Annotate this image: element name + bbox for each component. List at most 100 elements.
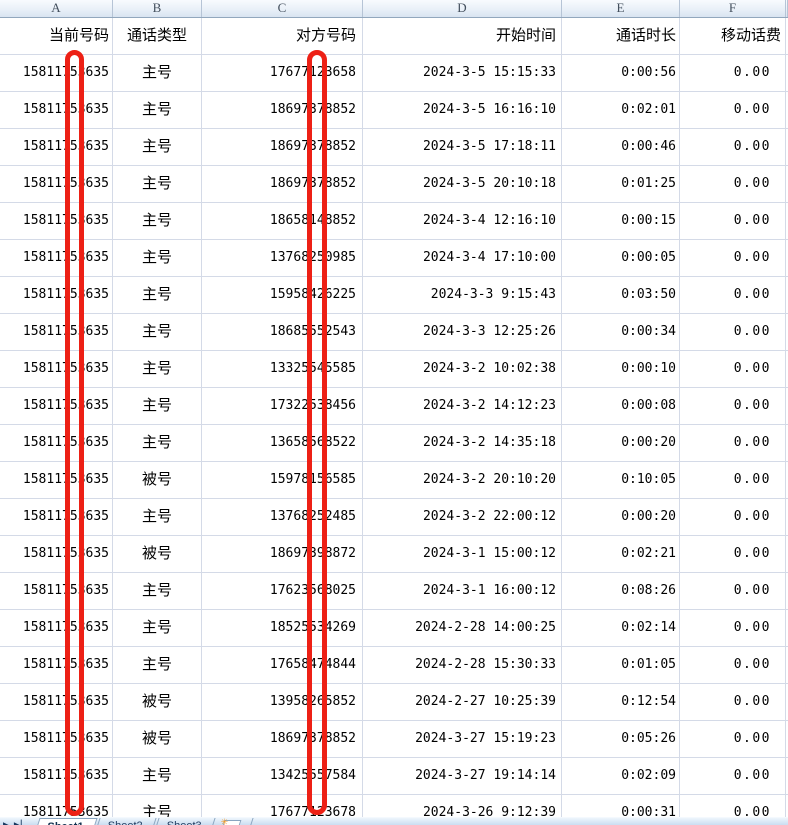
cell-f[interactable]: 0.00: [680, 536, 786, 573]
cell-b[interactable]: 主号: [113, 499, 202, 536]
cell-f[interactable]: 0.00: [680, 166, 786, 203]
cell-b[interactable]: 主号: [113, 166, 202, 203]
cell-b[interactable]: 主号: [113, 610, 202, 647]
cell-sliver[interactable]: [786, 758, 788, 795]
header-cell-d[interactable]: 开始时间: [363, 18, 562, 55]
cell-b[interactable]: 主号: [113, 129, 202, 166]
column-header-c[interactable]: C: [202, 0, 363, 17]
cell-b[interactable]: 主号: [113, 277, 202, 314]
cell-b[interactable]: 主号: [113, 425, 202, 462]
cell-d[interactable]: 2024-3-2 20:10:20: [363, 462, 562, 499]
insert-worksheet-button[interactable]: ✳: [219, 817, 242, 825]
cell-sliver[interactable]: [786, 240, 788, 277]
cell-sliver[interactable]: [786, 55, 788, 92]
header-cell-c[interactable]: 对方号码: [202, 18, 363, 55]
cell-d[interactable]: 2024-3-4 17:10:00: [363, 240, 562, 277]
cell-c[interactable]: 18697398872: [202, 536, 363, 573]
cell-e[interactable]: 0:10:05: [562, 462, 680, 499]
cell-a[interactable]: 15811753635: [0, 92, 113, 129]
cell-e[interactable]: 0:03:50: [562, 277, 680, 314]
cell-a[interactable]: 15811753635: [0, 277, 113, 314]
cell-c[interactable]: 18658148852: [202, 203, 363, 240]
cell-e[interactable]: 0:00:46: [562, 129, 680, 166]
tab-scroll-last-icon[interactable]: ▶▏: [13, 820, 28, 825]
cell-f[interactable]: 0.00: [680, 277, 786, 314]
cell-c[interactable]: 13958265852: [202, 684, 363, 721]
cell-c[interactable]: 18697378852: [202, 129, 363, 166]
cell-a[interactable]: 15811753635: [0, 203, 113, 240]
cell-a[interactable]: 15811753635: [0, 166, 113, 203]
cell-a[interactable]: 15811753635: [0, 499, 113, 536]
cell-e[interactable]: 0:12:54: [562, 684, 680, 721]
cell-sliver[interactable]: [786, 92, 788, 129]
cell-c[interactable]: 18685552543: [202, 314, 363, 351]
cell-sliver[interactable]: [786, 536, 788, 573]
header-cell-e[interactable]: 通话时长: [562, 18, 680, 55]
cell-b[interactable]: 被号: [113, 684, 202, 721]
cell-sliver[interactable]: [786, 166, 788, 203]
cell-sliver[interactable]: [786, 462, 788, 499]
cell-c[interactable]: 13425557584: [202, 758, 363, 795]
cell-d[interactable]: 2024-3-5 16:16:10: [363, 92, 562, 129]
cell-b[interactable]: 主号: [113, 351, 202, 388]
cell-sliver[interactable]: [786, 18, 788, 55]
cell-a[interactable]: 15811753635: [0, 721, 113, 758]
sheet-tab-sheet3[interactable]: Sheet3: [151, 818, 216, 825]
sheet-tab-sheet2[interactable]: Sheet2: [92, 818, 157, 825]
cell-a[interactable]: 15811753635: [0, 314, 113, 351]
cell-sliver[interactable]: [786, 351, 788, 388]
cell-sliver[interactable]: [786, 277, 788, 314]
cell-d[interactable]: 2024-3-5 20:10:18: [363, 166, 562, 203]
cell-d[interactable]: 2024-3-1 15:00:12: [363, 536, 562, 573]
cell-e[interactable]: 0:00:15: [562, 203, 680, 240]
cell-c[interactable]: 18525534269: [202, 610, 363, 647]
cell-d[interactable]: 2024-3-2 22:00:12: [363, 499, 562, 536]
cell-e[interactable]: 0:02:01: [562, 92, 680, 129]
column-header-a[interactable]: A: [0, 0, 113, 17]
cell-a[interactable]: 15811753635: [0, 388, 113, 425]
cell-sliver[interactable]: [786, 721, 788, 758]
cell-f[interactable]: 0.00: [680, 425, 786, 462]
cell-d[interactable]: 2024-3-2 10:02:38: [363, 351, 562, 388]
cell-sliver[interactable]: [786, 425, 788, 462]
cell-a[interactable]: 15811753635: [0, 647, 113, 684]
cell-f[interactable]: 0.00: [680, 92, 786, 129]
cell-f[interactable]: 0.00: [680, 462, 786, 499]
header-cell-b[interactable]: 通话类型: [113, 18, 202, 55]
cell-f[interactable]: 0.00: [680, 721, 786, 758]
cell-b[interactable]: 主号: [113, 388, 202, 425]
cell-c[interactable]: 13325545585: [202, 351, 363, 388]
cell-e[interactable]: 0:00:08: [562, 388, 680, 425]
column-header-b[interactable]: B: [113, 0, 202, 17]
cell-f[interactable]: 0.00: [680, 758, 786, 795]
sheet-tab-sheet1[interactable]: Sheet1: [32, 818, 98, 825]
cell-f[interactable]: 0.00: [680, 314, 786, 351]
cell-b[interactable]: 主号: [113, 314, 202, 351]
cell-a[interactable]: 15811753635: [0, 795, 113, 825]
cell-c[interactable]: 13768252485: [202, 499, 363, 536]
cell-f[interactable]: 0.00: [680, 129, 786, 166]
cell-d[interactable]: 2024-2-28 14:00:25: [363, 610, 562, 647]
cell-b[interactable]: 主号: [113, 92, 202, 129]
cell-a[interactable]: 15811753635: [0, 240, 113, 277]
cell-sliver[interactable]: [786, 647, 788, 684]
cell-d[interactable]: 2024-3-26 9:12:39: [363, 795, 562, 825]
cell-c[interactable]: 18697378852: [202, 721, 363, 758]
cell-b[interactable]: 被号: [113, 462, 202, 499]
cell-sliver[interactable]: [786, 314, 788, 351]
cell-a[interactable]: 15811753635: [0, 536, 113, 573]
cell-e[interactable]: 0:01:05: [562, 647, 680, 684]
cell-a[interactable]: 15811753635: [0, 573, 113, 610]
cell-b[interactable]: 主号: [113, 795, 202, 825]
cell-sliver[interactable]: [786, 388, 788, 425]
column-header-d[interactable]: D: [363, 0, 562, 17]
cell-c[interactable]: 17322538456: [202, 388, 363, 425]
header-cell-a[interactable]: 当前号码: [0, 18, 113, 55]
cell-c[interactable]: 15978156585: [202, 462, 363, 499]
cell-a[interactable]: 15811753635: [0, 758, 113, 795]
cell-b[interactable]: 主号: [113, 203, 202, 240]
cell-b[interactable]: 被号: [113, 536, 202, 573]
cell-d[interactable]: 2024-3-4 12:16:10: [363, 203, 562, 240]
cell-e[interactable]: 0:00:20: [562, 425, 680, 462]
header-cell-f[interactable]: 移动话费: [680, 18, 786, 55]
